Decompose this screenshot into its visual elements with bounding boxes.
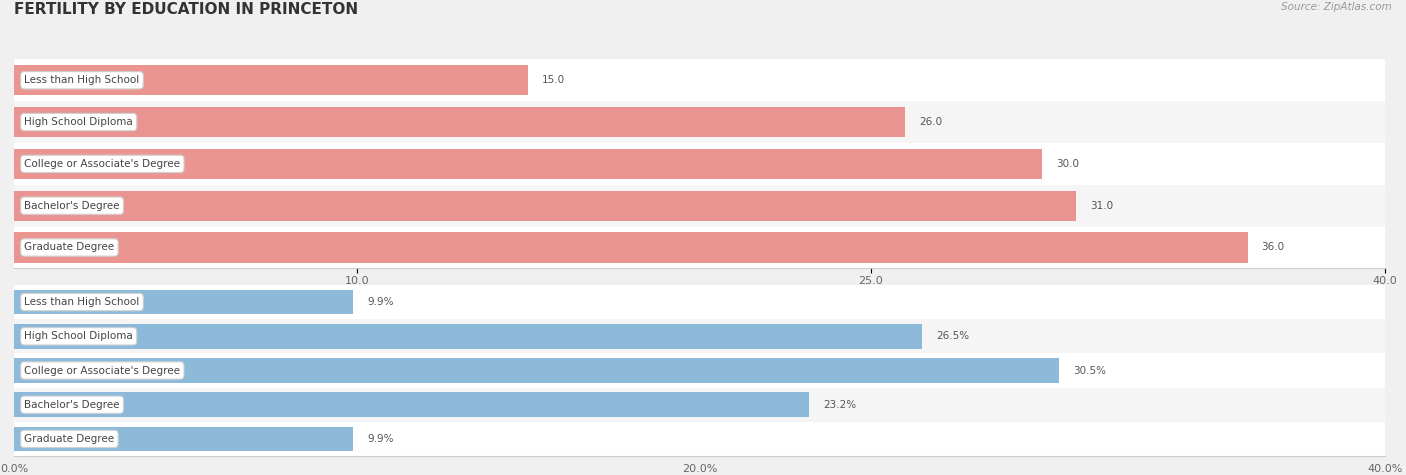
Text: 9.9%: 9.9%	[367, 297, 394, 307]
Text: High School Diploma: High School Diploma	[24, 331, 134, 342]
Bar	[14, 319, 1385, 353]
Text: Less than High School: Less than High School	[24, 297, 139, 307]
Bar	[14, 107, 905, 137]
Text: 30.5%: 30.5%	[1073, 365, 1107, 376]
Bar	[14, 422, 1385, 456]
Bar	[14, 65, 529, 95]
Bar	[14, 427, 353, 451]
Text: 30.0: 30.0	[1056, 159, 1078, 169]
Bar	[14, 392, 810, 417]
Bar	[14, 190, 1077, 221]
Bar	[14, 227, 1385, 268]
Text: College or Associate's Degree: College or Associate's Degree	[24, 159, 180, 169]
Bar	[14, 388, 1385, 422]
Text: 26.0: 26.0	[920, 117, 942, 127]
Text: Bachelor's Degree: Bachelor's Degree	[24, 399, 120, 410]
Text: 23.2%: 23.2%	[823, 399, 856, 410]
Text: High School Diploma: High School Diploma	[24, 117, 134, 127]
Text: Less than High School: Less than High School	[24, 75, 139, 86]
Bar	[14, 353, 1385, 388]
Text: College or Associate's Degree: College or Associate's Degree	[24, 365, 180, 376]
Bar	[14, 185, 1385, 227]
Text: Source: ZipAtlas.com: Source: ZipAtlas.com	[1281, 2, 1392, 12]
Text: 26.5%: 26.5%	[936, 331, 969, 342]
Text: Graduate Degree: Graduate Degree	[24, 434, 114, 444]
Text: Graduate Degree: Graduate Degree	[24, 242, 114, 253]
Text: 9.9%: 9.9%	[367, 434, 394, 444]
Bar	[14, 358, 1059, 383]
Bar	[14, 285, 1385, 319]
Bar	[14, 324, 922, 349]
Bar	[14, 143, 1385, 185]
Text: FERTILITY BY EDUCATION IN PRINCETON: FERTILITY BY EDUCATION IN PRINCETON	[14, 2, 359, 18]
Bar	[14, 149, 1042, 179]
Bar	[14, 290, 353, 314]
Text: Bachelor's Degree: Bachelor's Degree	[24, 200, 120, 211]
Text: 31.0: 31.0	[1090, 200, 1114, 211]
Bar	[14, 101, 1385, 143]
Text: 36.0: 36.0	[1261, 242, 1285, 253]
Bar	[14, 232, 1249, 263]
Bar	[14, 59, 1385, 101]
Text: 15.0: 15.0	[541, 75, 565, 86]
